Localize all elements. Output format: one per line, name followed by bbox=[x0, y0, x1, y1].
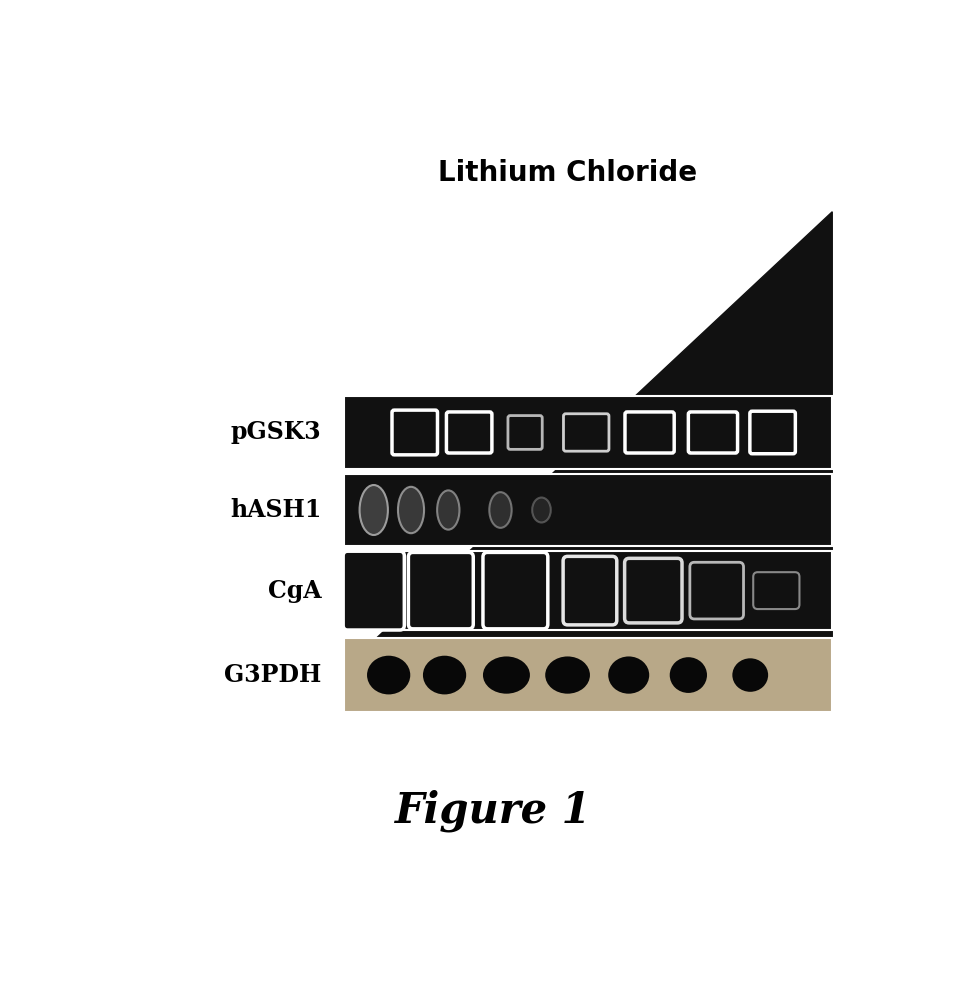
FancyBboxPatch shape bbox=[562, 556, 616, 625]
Ellipse shape bbox=[545, 656, 589, 694]
FancyBboxPatch shape bbox=[689, 562, 743, 619]
FancyBboxPatch shape bbox=[391, 410, 437, 455]
Ellipse shape bbox=[436, 491, 459, 529]
Text: CgA: CgA bbox=[268, 578, 321, 602]
Text: Figure 1: Figure 1 bbox=[394, 790, 591, 831]
Ellipse shape bbox=[482, 656, 530, 694]
Polygon shape bbox=[344, 211, 831, 669]
Ellipse shape bbox=[423, 656, 466, 695]
FancyBboxPatch shape bbox=[749, 411, 795, 454]
Ellipse shape bbox=[731, 658, 767, 692]
FancyBboxPatch shape bbox=[624, 558, 681, 623]
FancyBboxPatch shape bbox=[507, 416, 542, 450]
FancyBboxPatch shape bbox=[408, 552, 473, 629]
Ellipse shape bbox=[669, 657, 706, 693]
Ellipse shape bbox=[359, 485, 387, 535]
Ellipse shape bbox=[398, 487, 424, 533]
Bar bbox=[344, 638, 831, 712]
Text: Lithium Chloride: Lithium Chloride bbox=[437, 160, 697, 187]
Ellipse shape bbox=[489, 493, 511, 527]
FancyBboxPatch shape bbox=[688, 412, 737, 453]
FancyBboxPatch shape bbox=[446, 412, 491, 453]
Ellipse shape bbox=[531, 498, 551, 522]
Text: G3PDH: G3PDH bbox=[224, 663, 321, 687]
FancyBboxPatch shape bbox=[343, 551, 404, 630]
Ellipse shape bbox=[607, 656, 649, 694]
Ellipse shape bbox=[367, 656, 409, 695]
Bar bbox=[344, 396, 831, 469]
FancyBboxPatch shape bbox=[752, 572, 799, 609]
Bar bbox=[344, 551, 831, 630]
Bar bbox=[344, 475, 831, 545]
FancyBboxPatch shape bbox=[563, 414, 608, 452]
Text: hASH1: hASH1 bbox=[230, 498, 321, 522]
Text: pGSK3: pGSK3 bbox=[231, 421, 321, 445]
FancyBboxPatch shape bbox=[482, 552, 547, 629]
FancyBboxPatch shape bbox=[625, 412, 674, 453]
